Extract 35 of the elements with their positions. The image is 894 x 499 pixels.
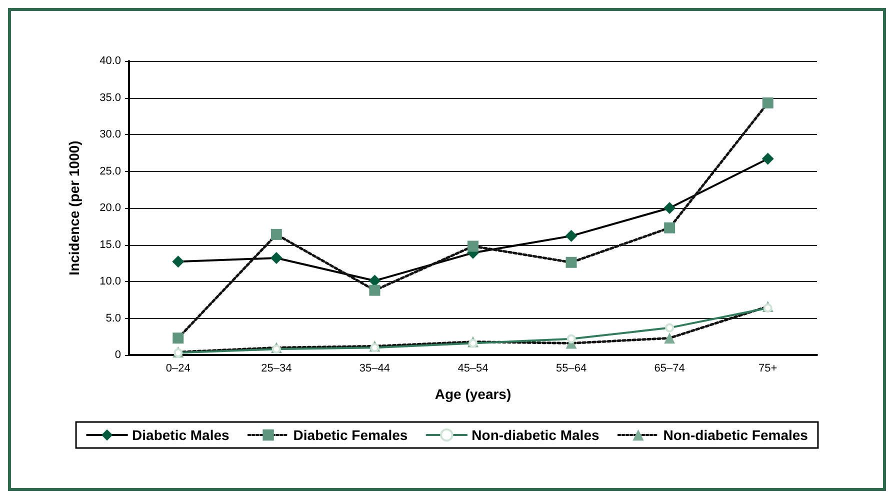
y-tick-label: 5.0 xyxy=(106,312,121,324)
y-tick-label: 10.0 xyxy=(100,276,121,288)
point xyxy=(664,222,676,234)
x-axis-title: Age (years) xyxy=(434,386,512,402)
x-tick-label: 0–24 xyxy=(166,362,190,374)
x-tick-label: 35–44 xyxy=(359,362,390,374)
legend-label: Non-diabetic Males xyxy=(472,427,600,443)
point xyxy=(369,284,380,296)
y-tick-label: 40.0 xyxy=(100,55,121,67)
legend-label: Diabetic Males xyxy=(132,427,230,443)
point xyxy=(468,240,478,252)
point xyxy=(565,230,578,242)
point xyxy=(270,252,282,264)
x-tick-label: 25–34 xyxy=(261,362,292,374)
y-axis-title: Incidence (per 1000) xyxy=(66,140,82,276)
y-tick-label: 15.0 xyxy=(100,238,121,251)
point xyxy=(270,228,282,240)
point xyxy=(664,202,676,214)
x-tick-label: 55–64 xyxy=(556,362,587,374)
point xyxy=(762,152,774,165)
x-tick-label: 65–74 xyxy=(654,362,685,374)
legend-label: Non-diabetic Females xyxy=(663,427,808,443)
x-tick-label: 75+ xyxy=(758,362,778,374)
y-tick-label: 20.0 xyxy=(100,202,121,214)
point xyxy=(762,97,774,108)
y-tick-label: 0 xyxy=(114,349,121,361)
y-tick-label: 35.0 xyxy=(100,92,121,104)
y-tick-label: 30.0 xyxy=(100,128,121,140)
point xyxy=(172,332,184,344)
point xyxy=(172,256,184,268)
point xyxy=(566,256,577,268)
point xyxy=(664,332,676,344)
x-tick-label: 45–54 xyxy=(458,362,488,374)
y-tick-label: 25.0 xyxy=(100,165,121,178)
legend-label: Diabetic Females xyxy=(293,427,408,443)
